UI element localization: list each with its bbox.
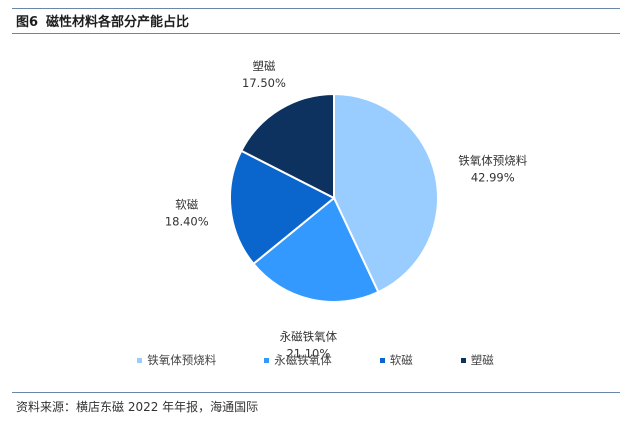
legend-item: 永磁铁氧体 [264,352,332,368]
pie-chart: 铁氧体预烧料 42.99% 永磁铁氧体 21.10% 软磁 18.40% 塑磁 17.50% [165,59,528,361]
slice-category-label: 铁氧体预烧料 [458,154,527,168]
chart-area: 铁氧体预烧料 42.99% 永磁铁氧体 21.10% 软磁 18.40% 塑磁 17.50% [0,34,631,394]
title-rule [12,33,620,34]
legend-swatch [137,357,143,363]
figure-label: 图6 [16,14,39,30]
slice-labels: 铁氧体预烧料 42.99% 永磁铁氧体 21.10% 软磁 18.40% 塑磁 17.50% [165,59,528,361]
legend-item: 塑磁 [460,352,494,368]
source-note: 资料来源：横店东磁 2022 年年报，海通国际 [16,400,259,414]
slice-value-label: 18.40% [165,214,209,228]
slice-value-label: 17.50% [242,76,286,90]
pie-slice-4 [239,92,335,200]
pie-slice-3 [229,149,336,266]
legend-item: 铁氧体预烧料 [137,352,216,368]
slice-category-label: 塑磁 [252,59,275,73]
slice-category-label: 软磁 [175,197,198,211]
chart-legend: 铁氧体预烧料 永磁铁氧体 软磁 塑磁 [0,352,631,368]
figure-header: 图6 磁性材料各部分产能占比 [16,10,189,30]
legend-label: 永磁铁氧体 [274,353,332,367]
legend-swatch [264,357,270,363]
pie-slice-2 [252,196,380,303]
slice-value-label: 42.99% [471,171,515,185]
slice-category-label: 永磁铁氧体 [280,330,338,344]
pie-slice-1 [333,92,439,294]
bottom-rule [12,392,620,393]
pie-slices [229,92,439,303]
legend-swatch [460,357,466,363]
slice-value-label: 21.10% [286,347,330,361]
legend-label: 塑磁 [470,353,494,367]
legend-swatch [379,357,385,363]
figure-title: 磁性材料各部分产能占比 [46,14,190,30]
legend-label: 铁氧体预烧料 [147,353,217,367]
legend-label: 软磁 [389,353,413,367]
top-rule [12,8,620,9]
legend-item: 软磁 [379,352,413,368]
